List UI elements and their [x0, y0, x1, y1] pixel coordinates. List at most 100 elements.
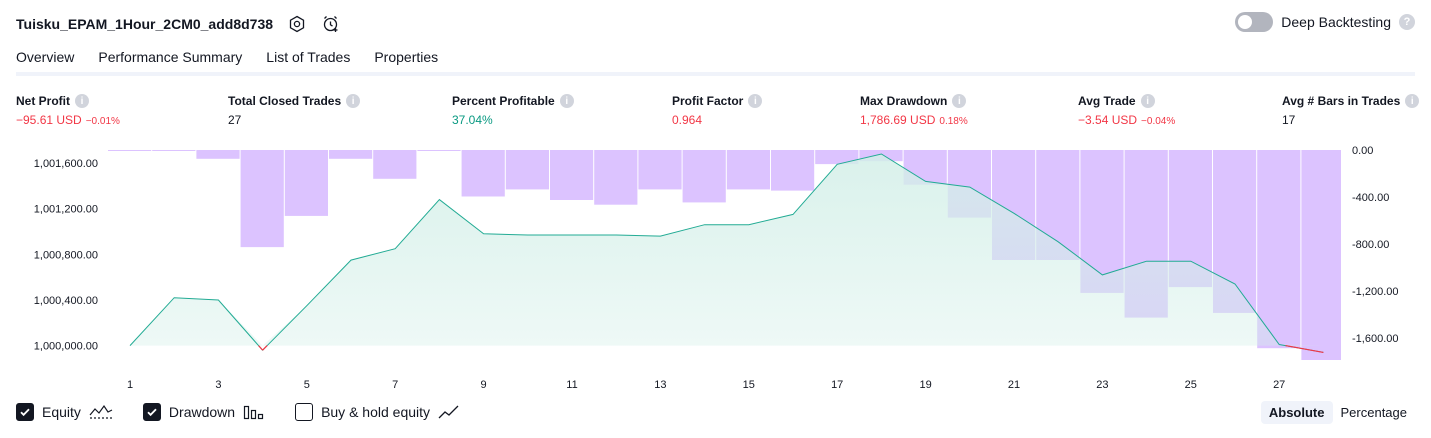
- right-axis-tick: 0.00: [1352, 145, 1373, 157]
- drawdown-bar: [329, 150, 373, 159]
- drawdown-bar: [771, 150, 815, 191]
- total-closed-trades-value: 27: [228, 113, 242, 127]
- avg-trade-value: −3.54 USD: [1078, 113, 1138, 127]
- drawdown-bar: [152, 150, 196, 151]
- x-axis-tick: 9: [481, 379, 487, 391]
- info-icon[interactable]: i: [748, 94, 763, 108]
- legend-equity-label: Equity: [42, 404, 81, 420]
- percentage-button[interactable]: Percentage: [1340, 405, 1408, 420]
- max-drawdown-pct: 0.18%: [939, 116, 968, 127]
- add-alert-icon[interactable]: [321, 14, 341, 34]
- equity-below-segment: [1285, 345, 1324, 354]
- avg-bars-value: 17: [1282, 113, 1296, 127]
- strategy-header: Tuisku_EPAM_1Hour_2CM0_add8d738: [16, 10, 341, 38]
- left-axis-tick: 1,000,400.00: [34, 295, 98, 307]
- drawdown-checkbox[interactable]: [142, 403, 161, 421]
- legend-buy-hold-label: Buy & hold equity: [321, 404, 431, 420]
- drawdown-bar: [505, 150, 549, 190]
- tab-overview[interactable]: Overview: [16, 46, 75, 76]
- equity-checkbox[interactable]: [16, 403, 34, 421]
- right-axis-tick: -1,200.00: [1352, 286, 1398, 298]
- right-axis-tick: -800.00: [1352, 239, 1389, 251]
- x-axis-tick: 5: [304, 379, 310, 391]
- left-axis-tick: 1,000,000.00: [34, 341, 98, 353]
- deep-backtesting-toggle[interactable]: [1235, 12, 1274, 32]
- net-profit-value: −95.61 USD: [16, 113, 82, 127]
- x-axis-tick: 11: [566, 379, 577, 391]
- drawdown-bar: [284, 150, 328, 216]
- drawdown-bar: [594, 150, 638, 205]
- x-axis-tick: 13: [654, 379, 666, 391]
- equity-area: [130, 154, 1324, 346]
- info-icon[interactable]: i: [952, 94, 967, 108]
- drawdown-bars-icon: [243, 404, 265, 420]
- left-axis-tick: 1,000,800.00: [34, 249, 98, 261]
- info-icon[interactable]: i: [559, 94, 574, 108]
- metric-net-profit: Net Profit i −95.61 USD −0.01%: [16, 94, 120, 127]
- x-axis-tick: 15: [743, 379, 755, 391]
- x-axis-tick: 19: [919, 379, 931, 391]
- x-axis-tick: 21: [1008, 379, 1020, 391]
- tab-bar: Overview Performance Summary List of Tra…: [16, 46, 462, 76]
- drawdown-bar: [196, 150, 240, 159]
- legend-buy-hold[interactable]: Buy & hold equity: [295, 403, 460, 421]
- x-axis-tick: 23: [1096, 379, 1108, 391]
- strategy-title: Tuisku_EPAM_1Hour_2CM0_add8d738: [16, 16, 274, 32]
- profit-factor-value: 0.964: [672, 113, 703, 127]
- x-axis-tick: 17: [831, 379, 843, 391]
- drawdown-bar: [417, 150, 461, 151]
- chart-legend: Equity Drawdown Buy & hold equity: [16, 403, 490, 421]
- equity-below-segment: [258, 345, 264, 351]
- drawdown-bar: [240, 150, 284, 248]
- drawdown-bar: [550, 150, 594, 200]
- drawdown-bar: [1301, 150, 1341, 360]
- drawdown-bar: [726, 150, 770, 190]
- right-axis-tick: -1,600.00: [1352, 333, 1398, 345]
- info-icon[interactable]: i: [1140, 94, 1155, 108]
- tab-list-of-trades[interactable]: List of Trades: [266, 49, 351, 65]
- absolute-button[interactable]: Absolute: [1260, 401, 1333, 424]
- equity-line: [129, 153, 1324, 353]
- equity-icon: [89, 404, 113, 420]
- equity-drawdown-chart[interactable]: 1,000,000.00 1,000,400.00 1,000,800.00 1,00…: [0, 140, 1431, 402]
- scale-toggle: Absolute Percentage: [1260, 401, 1415, 424]
- help-icon[interactable]: ?: [1399, 14, 1415, 30]
- metric-max-drawdown: Max Drawdown i 1,786.69 USD 0.18%: [860, 94, 968, 127]
- drawdown-bar: [108, 150, 152, 151]
- x-axis-tick: 27: [1273, 379, 1285, 391]
- deep-backtesting-label: Deep Backtesting: [1281, 14, 1391, 30]
- buy-hold-line-icon: [438, 404, 460, 420]
- metric-percent-profitable: Percent Profitable i 37.04%: [452, 94, 574, 127]
- metric-profit-factor: Profit Factor i 0.964: [672, 94, 763, 127]
- net-profit-pct: −0.01%: [85, 116, 120, 127]
- equity-below-segment: [262, 345, 268, 351]
- drawdown-bar: [1257, 150, 1301, 349]
- right-axis-tick: -400.00: [1352, 192, 1389, 204]
- left-axis-tick: 1,001,600.00: [34, 158, 98, 170]
- drawdown-bar: [461, 150, 505, 197]
- buy-hold-checkbox[interactable]: [295, 403, 314, 421]
- left-axis-tick: 1,001,200.00: [34, 204, 98, 216]
- drawdown-bar: [638, 150, 682, 190]
- info-icon[interactable]: i: [1405, 94, 1420, 108]
- info-icon[interactable]: i: [75, 94, 89, 108]
- max-drawdown-value: 1,786.69 USD: [860, 113, 936, 127]
- legend-drawdown-label: Drawdown: [168, 404, 236, 420]
- tab-performance-summary[interactable]: Performance Summary: [98, 49, 243, 65]
- metric-avg-bars: Avg # Bars in Trades i 17: [1282, 94, 1420, 127]
- tabs-divider: [16, 72, 1415, 76]
- x-axis-tick: 3: [215, 379, 221, 391]
- drawdown-bar: [815, 150, 859, 165]
- tab-properties[interactable]: Properties: [374, 49, 439, 65]
- drawdown-bar: [682, 150, 726, 203]
- info-icon[interactable]: i: [346, 94, 361, 108]
- x-axis-tick: 25: [1185, 379, 1197, 391]
- metric-avg-trade: Avg Trade i −3.54 USD −0.04%: [1078, 94, 1176, 127]
- drawdown-bar: [373, 150, 417, 179]
- x-axis-tick: 1: [127, 379, 133, 391]
- legend-equity[interactable]: Equity: [16, 403, 113, 421]
- settings-icon[interactable]: [287, 14, 307, 34]
- deep-backtesting: Deep Backtesting ?: [1235, 12, 1415, 32]
- metric-total-closed-trades: Total Closed Trades i 27: [228, 94, 361, 127]
- legend-drawdown[interactable]: Drawdown: [142, 403, 265, 421]
